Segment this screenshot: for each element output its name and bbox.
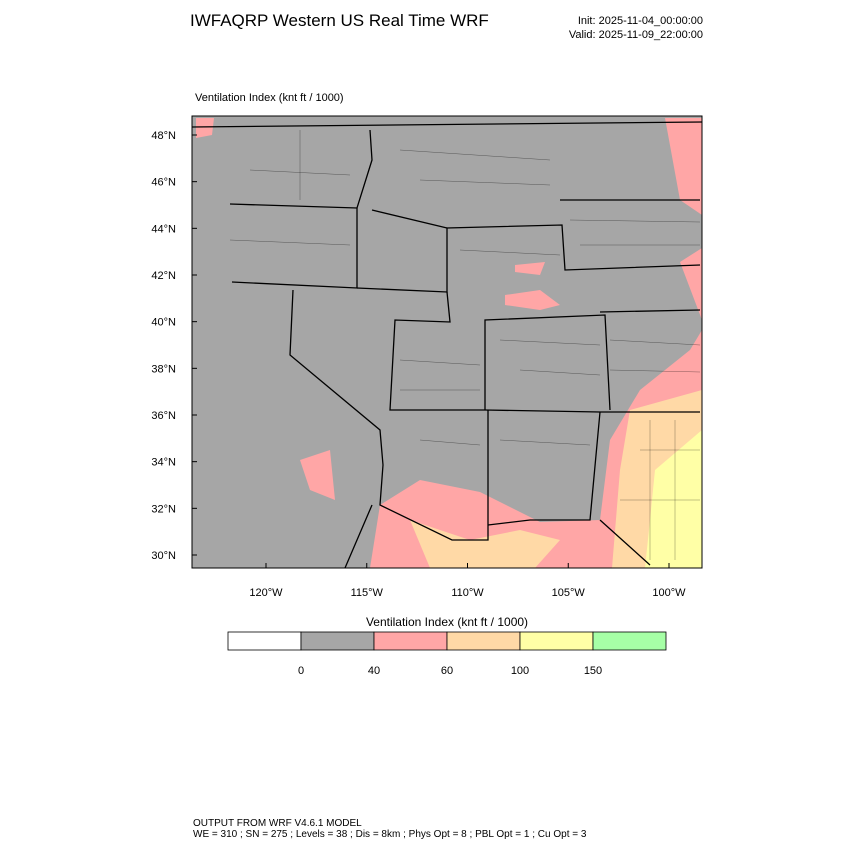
map-label: Ventilation Index (knt ft / 1000): [195, 92, 344, 104]
lon-tick-label: 110°W: [451, 587, 484, 599]
map-ticks: 48°N 46°N 44°N 42°N 40°N 38°N 36°N 34°N 32°N 30°N…: [151, 130, 686, 599]
footer-line: OUTPUT FROM WRF V4.6.1 MODEL: [193, 818, 362, 829]
colorbar-label: 100: [511, 665, 529, 677]
colorbar-box: [446, 631, 521, 651]
init-time: Init: 2025-11-04_00:00:00: [578, 15, 703, 27]
valid-time: Valid: 2025-11-09_22:00:00: [569, 29, 703, 41]
colorbar: 0 40 60 100 150: [227, 631, 667, 677]
lat-tick-label: 36°N: [151, 410, 176, 422]
state-borders: [191, 121, 703, 569]
colorbar-box: [519, 631, 594, 651]
colorbar-box: [373, 631, 448, 651]
lat-tick-label: 40°N: [151, 317, 176, 329]
colorbar-title: Ventilation Index (knt ft / 1000): [366, 615, 528, 629]
colorbar-box: [227, 631, 302, 651]
colorbar-box: [592, 631, 667, 651]
county-borders: [229, 130, 701, 560]
lon-tick-label: 115°W: [351, 587, 384, 599]
title: IWFAQRP Western US Real Time WRF: [190, 11, 489, 30]
lat-tick-label: 42°N: [151, 270, 176, 282]
lon-tick-label: 120°W: [249, 587, 283, 599]
lat-tick-label: 32°N: [151, 503, 176, 515]
map-frame: [191, 115, 703, 569]
map: [191, 115, 703, 569]
colorbar-label: 60: [441, 665, 453, 677]
shade-highest: [645, 430, 702, 568]
lat-tick-label: 38°N: [151, 363, 176, 375]
shade-high: [300, 262, 560, 500]
lon-tick-label: 100°W: [652, 587, 686, 599]
footer-line: WE = 310 ; SN = 275 ; Levels = 38 ; Dis …: [193, 829, 587, 840]
lat-tick-label: 48°N: [151, 130, 176, 142]
colorbar-label: 150: [584, 665, 602, 677]
lat-tick-label: 34°N: [151, 457, 176, 469]
lat-tick-label: 30°N: [151, 550, 176, 562]
lon-tick-label: 105°W: [552, 587, 586, 599]
colorbar-label: 0: [298, 665, 304, 677]
colorbar-label: 40: [368, 665, 380, 677]
shade-higher: [410, 390, 702, 568]
colorbar-box: [300, 631, 375, 651]
lat-tick-label: 44°N: [151, 223, 176, 235]
lat-tick-label: 46°N: [151, 177, 176, 189]
